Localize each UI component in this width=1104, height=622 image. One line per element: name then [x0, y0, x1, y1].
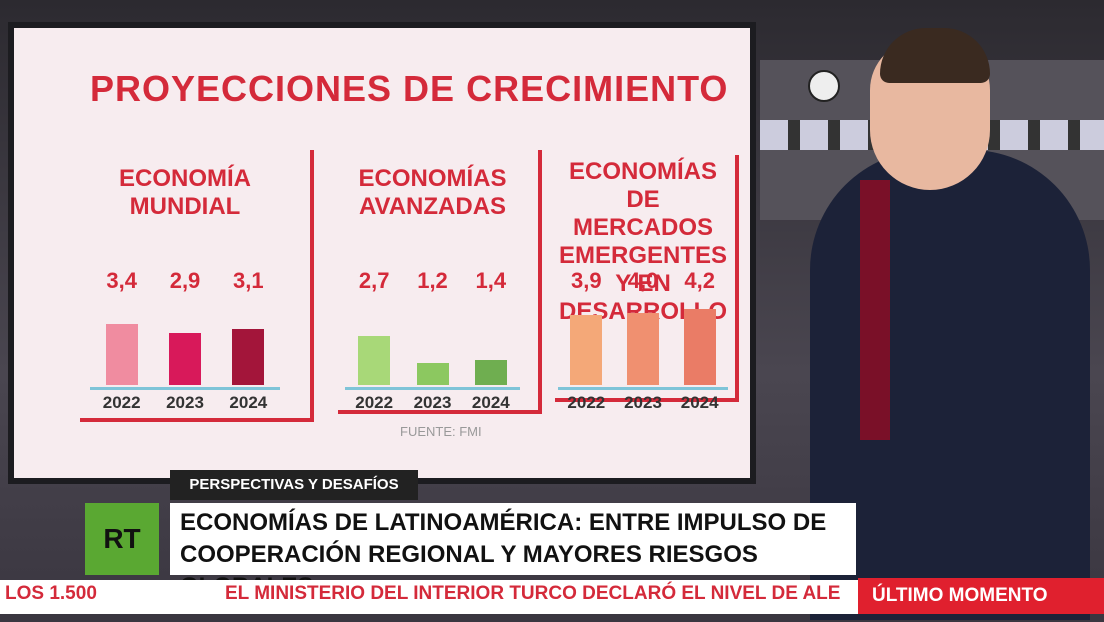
axis-line [345, 387, 520, 390]
divider [338, 410, 542, 414]
logo: RT [85, 503, 159, 575]
chart-title: ECONOMÍA MUNDIAL [119, 165, 251, 220]
x-tick-label: 2022 [355, 393, 394, 412]
chart-title: ECONOMÍAS AVANZADAS [358, 165, 507, 220]
chart-panel: ECONOMÍAS AVANZADAS [345, 165, 520, 221]
value-label: 4,0 [627, 268, 659, 293]
value-label: 3,4 [106, 268, 137, 293]
divider [555, 398, 739, 402]
ticker-left: LOS 1.500 [5, 583, 97, 604]
value-label: 4,2 [684, 268, 715, 293]
source: FUENTE: FMI [400, 424, 482, 439]
bar [358, 336, 391, 385]
value-label: 3,9 [571, 268, 602, 293]
chart-board [8, 22, 756, 484]
x-tick-label: 2024 [680, 393, 719, 412]
bar [570, 314, 603, 385]
value-label: 1,4 [475, 268, 507, 293]
bar [474, 359, 507, 385]
breaking-badge: ÚLTIMO MOMENTO [858, 578, 1104, 614]
chart-panel: ECONOMÍAS DE MERCADOS EMERGENTES Y EN DE… [558, 158, 728, 326]
headline: ECONOMÍAS DE LATINOAMÉRICA: ENTRE IMPULS… [170, 503, 856, 600]
divider [735, 155, 739, 400]
presenter-body [810, 150, 1090, 620]
x-tick-label: 2024 [471, 393, 510, 412]
chart-title: ECONOMÍAS DE MERCADOS EMERGENTES Y EN DE… [558, 158, 728, 325]
bar [232, 329, 265, 385]
clock [808, 70, 840, 102]
value-label: 2,7 [358, 268, 390, 293]
x-tick-label: 2023 [166, 393, 204, 412]
divider [80, 418, 314, 422]
bar [627, 313, 659, 385]
value-label: 2,9 [169, 268, 201, 293]
bar [683, 309, 716, 385]
bar [169, 332, 201, 385]
divider [538, 150, 542, 412]
x-tick-label: 2024 [229, 393, 268, 412]
x-tick-label: 2022 [567, 393, 606, 412]
x-tick-label: 2023 [624, 393, 662, 412]
tie [860, 180, 890, 440]
x-tick-label: 2023 [413, 393, 452, 412]
headline-line: ECONOMÍAS DE LATINOAMÉRICA: ENTRE IMPULS… [180, 509, 827, 536]
x-tick-label: 2022 [102, 393, 141, 412]
chart-panel: ECONOMÍA MUNDIAL [90, 165, 280, 221]
axis-line [90, 387, 280, 390]
tag: PERSPECTIVAS Y DESAFÍOS [170, 470, 418, 500]
value-label: 3,1 [233, 268, 264, 293]
presenter-hair [880, 28, 990, 83]
board-title: PROYECCIONES DE CRECIMIENTO [90, 68, 729, 109]
ticker-text: EL MINISTERIO DEL INTERIOR TURCO DECLARÓ… [225, 583, 841, 604]
bar [416, 363, 449, 385]
divider [310, 150, 314, 420]
value-label: 1,2 [417, 268, 448, 293]
bar [105, 323, 138, 385]
axis-line [558, 387, 728, 390]
